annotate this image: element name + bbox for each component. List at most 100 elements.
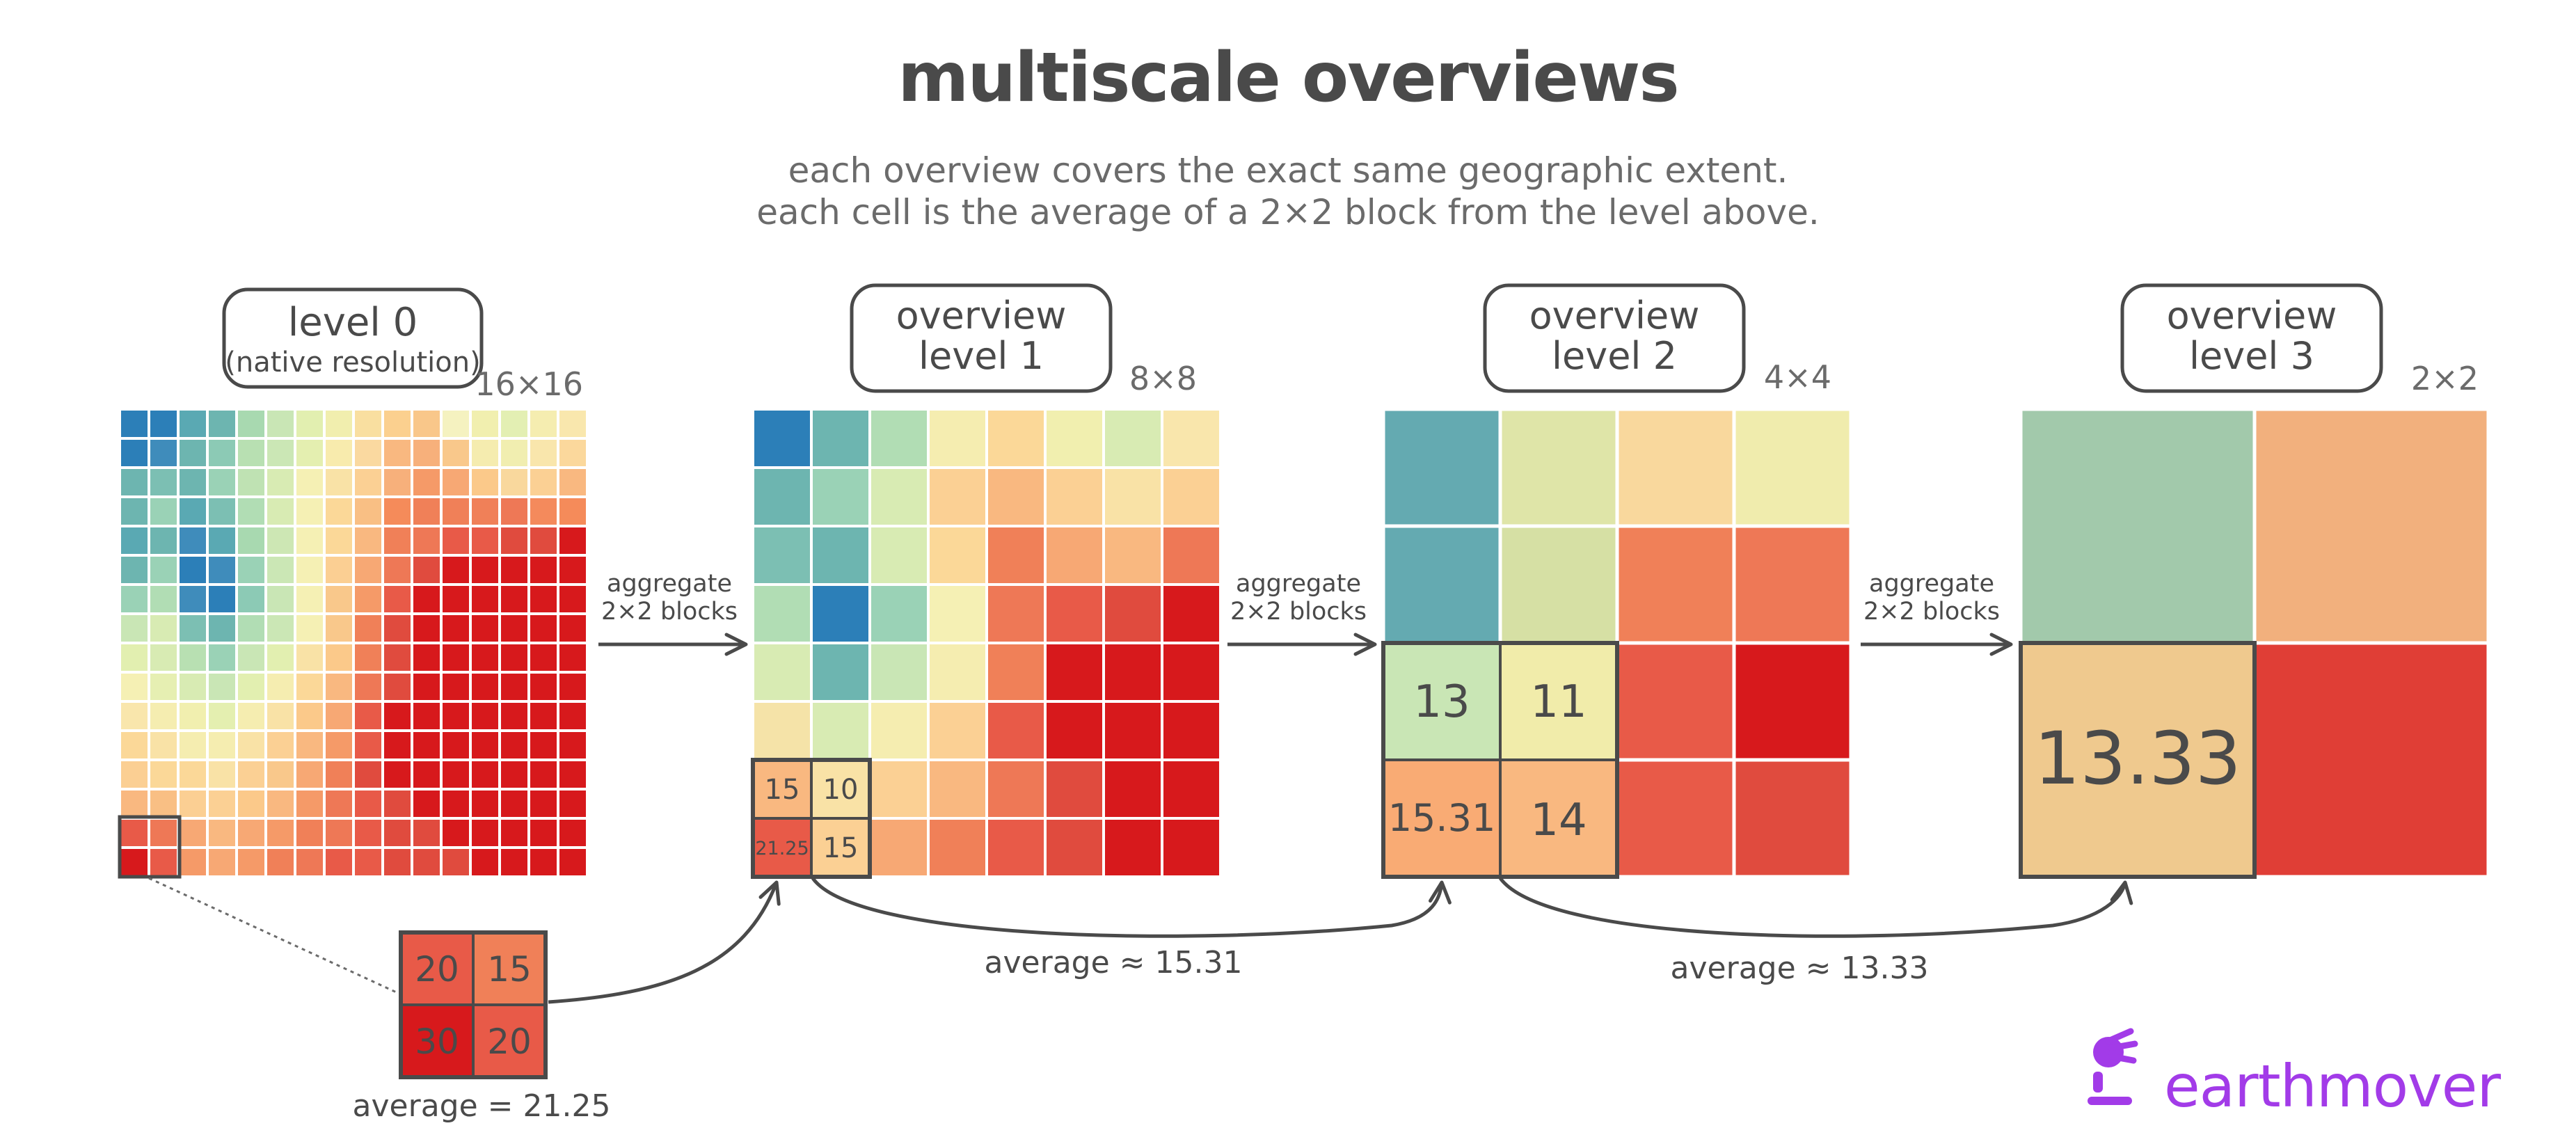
level-0-cell (118, 700, 150, 732)
level-0-cell (381, 437, 413, 469)
level-2-cell (1732, 641, 1853, 762)
level-0-cell (411, 642, 443, 674)
level-1-cell (752, 525, 813, 586)
level-0-cell (206, 495, 238, 527)
level-0-cell (557, 817, 589, 849)
level-1-cell (1102, 700, 1163, 761)
level-0-cell (381, 466, 413, 498)
level-0-cell (381, 671, 413, 703)
level-2-cell (1732, 407, 1853, 528)
level-0-cell (440, 495, 472, 527)
level-0-cell (206, 846, 238, 878)
level-0-cell (440, 466, 472, 498)
level-1-highlight-block: 15 10 21.25 15 (751, 758, 872, 879)
zoom-connector (148, 877, 400, 995)
level-0-cell (498, 408, 530, 440)
level-2-cell (1732, 524, 1853, 645)
level-0-cell (148, 671, 180, 703)
level-0-cell (527, 554, 559, 586)
level-2-cell (1615, 407, 1736, 528)
level-0-cell (294, 554, 326, 586)
level-0-cell (235, 408, 267, 440)
level-0-cell (527, 466, 559, 498)
level-1-cell (810, 408, 871, 469)
level-0-label-line-2: (native resolution) (225, 347, 480, 379)
level-1-cell (1161, 817, 1222, 878)
level-0-cell (527, 788, 559, 820)
level-0-cell (206, 642, 238, 674)
level-2-label: overview level 2 (1483, 283, 1746, 393)
level-0-cell (352, 671, 384, 703)
level-0-cell (527, 642, 559, 674)
subtitle-line-2: each cell is the average of a 2×2 block … (756, 192, 1820, 232)
level-0-cell (557, 495, 589, 527)
level-0-cell (148, 817, 180, 849)
level-0-cell (323, 525, 355, 557)
level-0-cell (148, 495, 180, 527)
level-0-cell (527, 671, 559, 703)
level-0-cell (264, 466, 296, 498)
level-1-cell (927, 758, 988, 820)
level-1-cell (810, 583, 871, 644)
level-0-cell (294, 846, 326, 878)
level-0-cell (118, 758, 150, 791)
aggregate-arrow-0-1: aggregate 2×2 blocks (598, 570, 748, 656)
level-1-block-value-tl: 15 (765, 774, 800, 806)
level-1-label-line-1: overview (896, 294, 1067, 337)
level-2-cell (1498, 524, 1619, 645)
level-0-cell (381, 758, 413, 791)
level-1-cell (1044, 583, 1105, 644)
level-0-cell (118, 437, 150, 469)
level-0-cell (294, 408, 326, 440)
level-1-cell (868, 525, 930, 586)
level-0-cell (440, 554, 472, 586)
level-0-cell (235, 671, 267, 703)
level-0-size: 16×16 (475, 365, 583, 403)
level-0-cell (148, 612, 180, 644)
level-0-cell (440, 437, 472, 469)
level-0-cell (235, 495, 267, 527)
curve-arrow-level-2-to-level-3 (1498, 877, 2133, 938)
level-0-cell (469, 495, 501, 527)
level-0-cell (469, 846, 501, 878)
level-0-cell (557, 525, 589, 557)
level-0-cell (177, 495, 209, 527)
level-0-cell (294, 671, 326, 703)
level-2-cell (1615, 524, 1736, 645)
level-1-cell (1161, 408, 1222, 469)
level-0-cell (469, 671, 501, 703)
level-0-cell (352, 788, 384, 820)
level-0-cell (294, 788, 326, 820)
level-1-cell (1161, 700, 1222, 761)
level-1-cell (1102, 408, 1163, 469)
level-1-cell (1161, 758, 1222, 820)
level-0-cell (294, 758, 326, 791)
level-2-caption: average ≈ 13.33 (1671, 951, 1929, 986)
level-1-cell (868, 700, 930, 761)
level-0-cell (177, 642, 209, 674)
level-0-cell (235, 700, 267, 732)
level-0-cell (148, 408, 180, 440)
level-0-cell (264, 846, 296, 878)
level-1-cell (985, 758, 1047, 820)
level-0-cell (469, 583, 501, 615)
level-0-cell (206, 671, 238, 703)
level-1-cell (752, 642, 813, 703)
level-0-cell (498, 758, 530, 791)
level-0-cell (352, 612, 384, 644)
level-1-cell (985, 466, 1047, 527)
level-0-cell (264, 671, 296, 703)
level-0-cell (498, 525, 530, 557)
level-0-cell (498, 846, 530, 878)
level-0-cell (148, 700, 180, 732)
level-0-cell (118, 642, 150, 674)
level-0-cell (352, 642, 384, 674)
level-0-cell (411, 408, 443, 440)
level-0-cell (323, 495, 355, 527)
level-0-cell (381, 788, 413, 820)
level-0-cell (498, 642, 530, 674)
subtitle-line-1: each overview covers the exact same geog… (788, 150, 1788, 191)
level-1-label: overview level 1 (850, 283, 1113, 393)
level-0-block-zoom: 20 15 30 20 (399, 930, 548, 1079)
level-1-cell (1044, 817, 1105, 878)
